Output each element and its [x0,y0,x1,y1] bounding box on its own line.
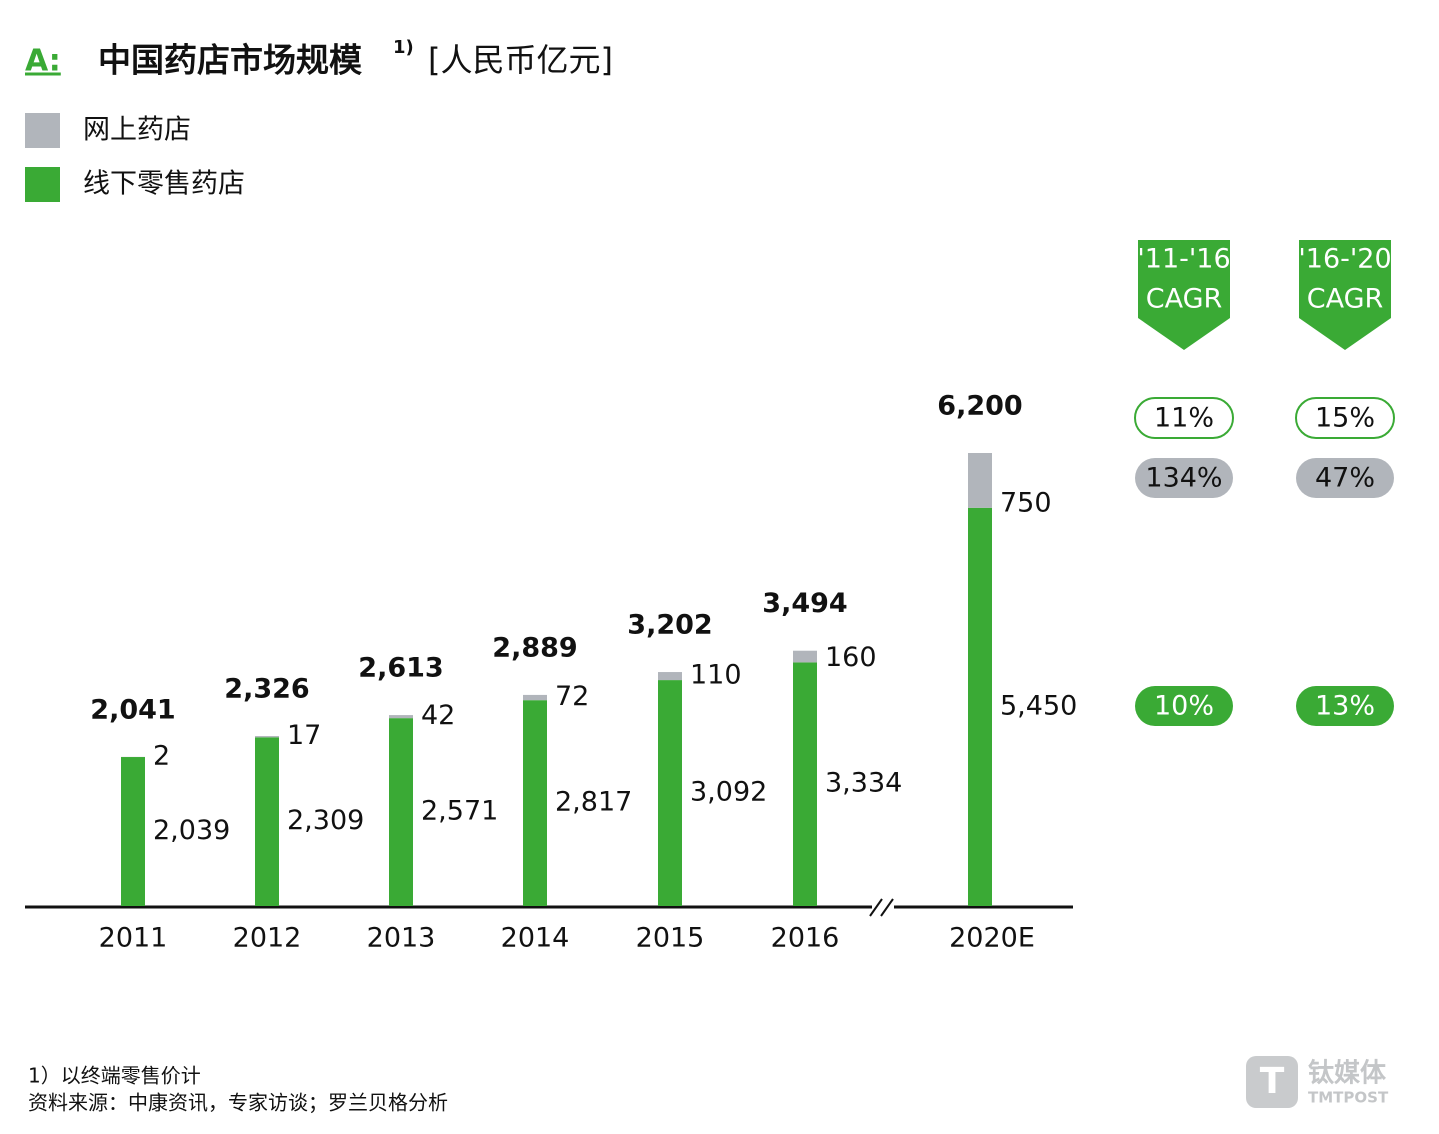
cagr-header: '16-'20 [1298,244,1391,275]
bar-segment [968,507,992,906]
bar-segment [968,453,992,508]
title-prefix: A: [25,44,61,79]
unit: [人民币亿元] [428,41,613,79]
bar-segment [255,736,279,738]
value-label: 3,334 [825,768,902,799]
x-tick-label: 2015 [636,923,705,954]
legend-label: 网上药店 [83,115,191,146]
cagr-pill [1135,686,1233,726]
cagr-header: CAGR [1146,284,1223,315]
title-note: 1) [393,37,414,58]
bar-segment [389,718,413,906]
bar-segment [793,662,817,906]
cagr-pill [1296,458,1394,498]
bar-segment [523,700,547,906]
value-label: 2,039 [153,815,230,846]
value-label: 2,571 [421,796,498,827]
axis-break [880,898,894,917]
x-tick-label: 2016 [771,923,840,954]
legend-swatch [25,113,60,148]
total-label: 2,889 [492,632,577,663]
value-label: 2,817 [555,787,632,818]
cagr-label: 15% [1315,403,1375,434]
value-label: 5,450 [1000,690,1077,721]
cagr-pill [1295,397,1395,439]
logo-glyph: T [1260,1061,1285,1102]
bar-segment [793,650,817,663]
x-tick-label: 2013 [367,923,436,954]
cagr-pill [1296,686,1394,726]
value-label: 42 [421,700,455,731]
bar-segment [255,737,279,906]
axis-break [869,898,883,917]
cagr-label: 10% [1154,691,1214,722]
logo-text: 钛媒体 [1308,1059,1387,1089]
value-label: 750 [1000,487,1052,518]
cagr-header: '11-'16 [1137,244,1230,275]
legend-swatch [25,167,60,202]
x-tick-label: 2020E [949,923,1035,954]
total-label: 6,200 [937,391,1022,422]
value-label: 110 [690,660,742,691]
footnote: 资料来源：中康资讯，专家访谈；罗兰贝格分析 [28,1091,448,1115]
x-tick-label: 2014 [501,923,570,954]
cagr-header-shape [1299,240,1391,350]
logo-icon [1246,1056,1298,1108]
cagr-pill [1135,458,1233,498]
value-label: 17 [287,720,321,751]
bar-segment [658,680,682,906]
x-tick-label: 2011 [99,923,168,954]
cagr-header: CAGR [1307,284,1384,315]
chart-title: 中国药店市场规模 [98,41,363,80]
total-label: 2,041 [90,694,175,725]
cagr-label: 134% [1145,463,1222,494]
footnote: 1）以终端零售价计 [28,1064,201,1088]
logo-subtext: TMTPOST [1308,1089,1389,1107]
total-label: 3,202 [627,610,712,641]
value-label: 72 [555,681,589,712]
bar-segment [389,715,413,719]
bar-segment [523,694,547,701]
total-label: 2,326 [224,674,309,705]
cagr-label: 47% [1315,463,1375,494]
total-label: 3,494 [762,588,847,619]
cagr-header-shape [1138,240,1230,350]
value-label: 3,092 [690,777,767,808]
value-label: 160 [825,642,877,673]
value-label: 2,309 [287,805,364,836]
cagr-label: 13% [1315,691,1375,722]
cagr-label: 11% [1154,403,1214,434]
x-tick-label: 2012 [233,923,302,954]
bar-segment [121,757,145,906]
value-label: 2 [153,740,170,771]
cagr-pill [1134,397,1234,439]
total-label: 2,613 [358,653,443,684]
axis-break-gap [872,898,894,916]
bar-segment [658,672,682,681]
legend-label: 线下零售药店 [83,169,245,200]
